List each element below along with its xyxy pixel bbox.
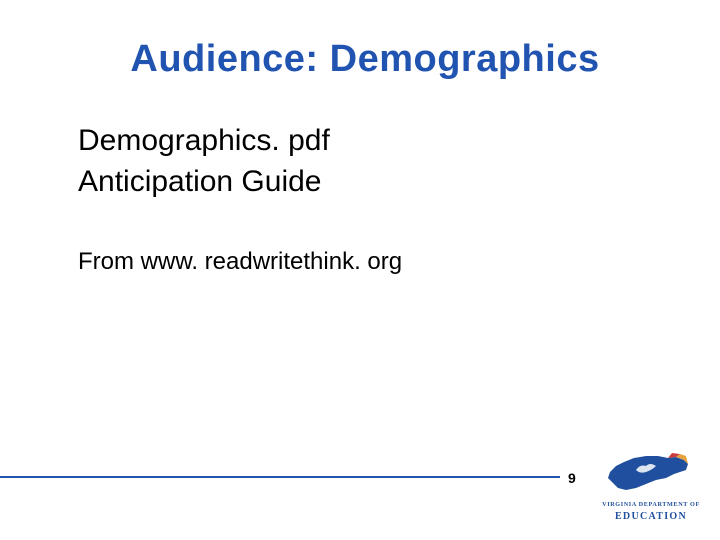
vdoe-logo: VIRGINIA DEPARTMENT OF EDUCATION xyxy=(592,450,710,528)
logo-text-line1: VIRGINIA DEPARTMENT OF xyxy=(602,501,700,508)
body-line-2: Anticipation Guide xyxy=(78,162,660,203)
slide-container: Audience: Demographics Demographics. pdf… xyxy=(0,0,720,540)
state-shape-blue xyxy=(608,456,688,490)
body-line-1: Demographics. pdf xyxy=(78,121,660,162)
footer-divider xyxy=(0,476,560,478)
slide-title: Audience: Demographics xyxy=(70,38,660,81)
source-text: From www. readwritethink. org xyxy=(78,248,660,276)
logo-text-line2: EDUCATION xyxy=(615,511,687,522)
page-number: 9 xyxy=(568,470,576,486)
vdoe-logo-svg: VIRGINIA DEPARTMENT OF EDUCATION xyxy=(592,450,710,528)
body-text: Demographics. pdf Anticipation Guide xyxy=(78,121,660,202)
